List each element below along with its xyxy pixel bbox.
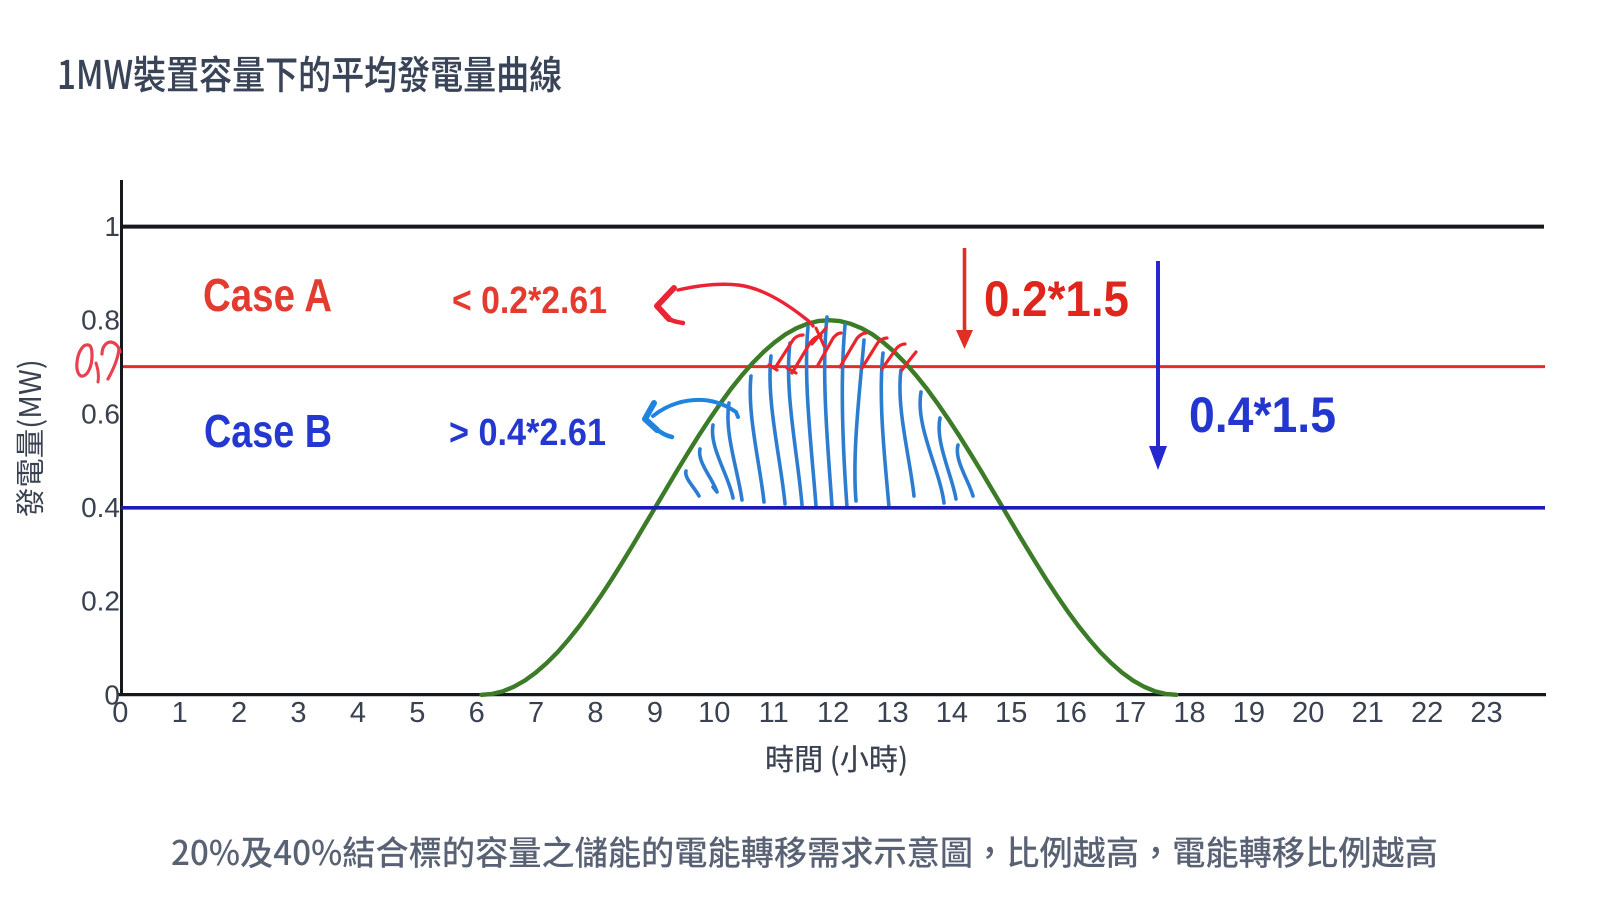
svg-text:10: 10 (698, 697, 730, 729)
svg-text:7: 7 (528, 697, 544, 729)
svg-text:1: 1 (172, 697, 188, 729)
svg-text:8: 8 (587, 697, 603, 729)
svg-text:1: 1 (104, 211, 120, 242)
svg-text:14: 14 (936, 697, 968, 729)
svg-text:0.2: 0.2 (81, 586, 120, 617)
svg-text:0.6: 0.6 (81, 398, 120, 429)
svg-text:> 0.4*2.61: > 0.4*2.61 (449, 412, 606, 454)
svg-text:17: 17 (1114, 697, 1146, 729)
svg-text:18: 18 (1173, 697, 1205, 729)
svg-text:9: 9 (647, 697, 663, 729)
svg-text:20: 20 (1292, 697, 1324, 729)
svg-text:5: 5 (409, 697, 425, 729)
svg-text:0: 0 (112, 697, 128, 729)
svg-text:11: 11 (759, 697, 789, 729)
svg-text:21: 21 (1352, 697, 1384, 729)
svg-text:6: 6 (469, 697, 485, 729)
svg-text:0.2*1.5: 0.2*1.5 (984, 271, 1129, 327)
svg-text:3: 3 (290, 697, 306, 729)
svg-text:16: 16 (1055, 697, 1087, 729)
svg-text:Case B: Case B (204, 405, 332, 457)
svg-text:15: 15 (995, 697, 1027, 729)
svg-text:0.4: 0.4 (81, 492, 120, 523)
svg-text:0.4*1.5: 0.4*1.5 (1189, 387, 1336, 443)
svg-text:23: 23 (1470, 697, 1502, 729)
svg-text:0.8: 0.8 (81, 305, 120, 336)
svg-text:4: 4 (350, 697, 366, 729)
svg-text:13: 13 (876, 697, 908, 729)
svg-text:22: 22 (1411, 697, 1443, 729)
svg-text:19: 19 (1233, 697, 1265, 729)
svg-text:12: 12 (817, 697, 849, 729)
svg-text:2: 2 (231, 697, 247, 729)
svg-text:Case A: Case A (203, 269, 332, 321)
svg-text:0: 0 (104, 679, 120, 710)
svg-text:< 0.2*2.61: < 0.2*2.61 (452, 280, 607, 322)
